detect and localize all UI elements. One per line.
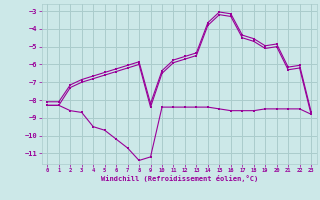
X-axis label: Windchill (Refroidissement éolien,°C): Windchill (Refroidissement éolien,°C) (100, 175, 258, 182)
